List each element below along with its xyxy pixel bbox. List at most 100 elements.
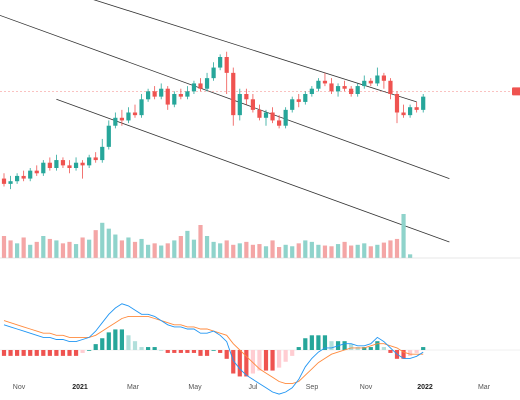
x-tick-label: Jul xyxy=(249,384,258,391)
x-tick-label: 2022 xyxy=(417,384,433,391)
candle-body xyxy=(322,80,328,84)
macd-histogram-bar xyxy=(362,347,367,350)
macd-histogram-bar xyxy=(277,350,282,368)
candle-body xyxy=(1,178,7,184)
macd-histogram-bar xyxy=(270,350,275,371)
volume-bar xyxy=(60,243,66,258)
macd-histogram-bar xyxy=(60,350,66,356)
candle-body xyxy=(21,175,26,179)
candle-body xyxy=(8,181,13,184)
candle-body xyxy=(211,67,216,79)
candle-body xyxy=(87,157,92,166)
candle-body xyxy=(54,160,59,168)
volume-bar xyxy=(93,230,98,258)
macd-histogram-bar xyxy=(54,350,59,356)
candle-body xyxy=(185,91,190,97)
volume-bar xyxy=(388,240,393,258)
candle-body xyxy=(368,80,373,84)
volume-bar xyxy=(401,214,406,258)
macd-histogram-bar xyxy=(296,347,301,350)
candle-body xyxy=(172,94,177,105)
volume-bar xyxy=(237,243,242,258)
candle-body xyxy=(414,107,419,110)
candle-body xyxy=(290,99,295,110)
volume-bar xyxy=(28,244,33,258)
candle-body xyxy=(342,86,347,89)
candle-body xyxy=(106,125,111,147)
volume-bar xyxy=(408,254,413,258)
volume-bar xyxy=(335,244,341,258)
macd-histogram-bar xyxy=(368,347,373,350)
volume-bar xyxy=(394,238,400,258)
macd-histogram-bar xyxy=(139,347,144,350)
macd-histogram-bar xyxy=(119,329,124,350)
candle-body xyxy=(67,165,72,168)
x-tick-label: Sep xyxy=(306,384,319,391)
volume-bar xyxy=(349,245,354,258)
macd-histogram-bar xyxy=(21,350,26,356)
macd-histogram-bar xyxy=(106,332,111,350)
candle-body xyxy=(93,157,98,161)
candle-body xyxy=(381,75,386,81)
macd-histogram-bar xyxy=(41,350,46,356)
candle-body xyxy=(28,170,33,179)
volume-bar xyxy=(87,239,92,258)
volume-bar xyxy=(211,241,216,258)
macd-histogram-bar xyxy=(355,347,360,350)
candle-body xyxy=(237,94,242,116)
x-axis: Nov 2021 Mar May Jul Sep Nov 2022 Mar xyxy=(13,384,491,391)
macd-histogram-bar xyxy=(263,350,269,371)
macd-histogram-bar xyxy=(113,329,118,350)
macd-histogram-bar xyxy=(80,350,85,353)
macd-histogram-bar xyxy=(250,350,255,374)
volume-bar xyxy=(126,237,131,258)
volume-bar xyxy=(47,238,52,258)
volume-bar xyxy=(316,244,321,258)
candle-body xyxy=(224,57,229,73)
volume-bar xyxy=(218,243,223,258)
volume-bar xyxy=(329,246,334,258)
candle-body xyxy=(250,99,255,110)
volume-bar xyxy=(231,244,236,258)
candle-body xyxy=(421,96,426,110)
volume-bar xyxy=(106,228,111,258)
volume-bar xyxy=(80,237,85,258)
volume-bar xyxy=(322,245,328,258)
candle-body xyxy=(132,112,138,116)
volume-bar xyxy=(8,240,13,258)
candle-body xyxy=(191,83,197,92)
volume-bar xyxy=(368,246,373,258)
volume-bar xyxy=(100,222,105,258)
candle-body xyxy=(375,75,380,84)
macd-histogram-bar xyxy=(303,338,308,350)
volume-bar xyxy=(283,244,288,258)
candle-body xyxy=(277,120,282,126)
macd-histogram-bar xyxy=(1,350,7,356)
macd-histogram-bar xyxy=(283,350,288,362)
candle-body xyxy=(126,112,131,121)
candle-body xyxy=(100,146,105,161)
macd-histogram-bar xyxy=(224,350,229,359)
candle-body xyxy=(47,162,52,168)
candle-body xyxy=(394,94,400,113)
volume-bar xyxy=(362,243,367,258)
price-tag xyxy=(512,87,520,96)
macd-histogram-bar xyxy=(198,350,203,356)
volume-bar xyxy=(152,243,157,258)
macd-histogram-bar xyxy=(401,350,406,359)
macd-histogram-bar xyxy=(231,350,236,374)
candle-body xyxy=(119,117,124,121)
volume-bar xyxy=(303,240,308,258)
macd-histogram-bar xyxy=(28,350,33,356)
macd-histogram-bar xyxy=(47,350,52,356)
macd-histogram-bar xyxy=(237,350,242,377)
volume-bar xyxy=(172,240,177,258)
volume-bar xyxy=(355,244,360,258)
volume-bar xyxy=(375,244,380,258)
candle-body xyxy=(283,109,288,126)
candle-body xyxy=(218,57,223,68)
candle-body xyxy=(244,94,249,100)
volume-bar xyxy=(21,237,26,258)
volume-bar xyxy=(113,234,118,258)
macd-histogram-bar xyxy=(100,338,105,350)
